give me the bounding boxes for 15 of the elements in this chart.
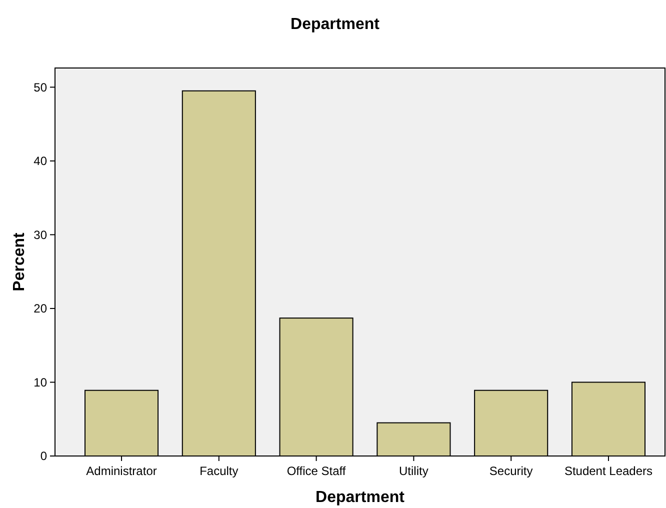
y-tick-label: 50 [34,80,48,94]
y-tick-label: 10 [34,375,48,390]
y-tick-label: 30 [34,228,48,242]
x-tick-label: Student Leaders [564,464,653,478]
x-tick-label: Administrator [86,464,157,478]
y-tick-label: 40 [34,154,48,168]
x-tick-label: Faculty [200,464,238,478]
x-tick-label: Utility [399,464,428,478]
chart-title: Department [290,16,380,33]
x-axis-title: Department [316,489,406,506]
y-axis-title: Percent [11,232,28,292]
x-tick-label: Security [489,464,533,478]
y-tick-label: 20 [34,302,48,316]
y-tick-label: 0 [40,449,48,464]
x-tick-label: Office Staff [286,464,346,478]
